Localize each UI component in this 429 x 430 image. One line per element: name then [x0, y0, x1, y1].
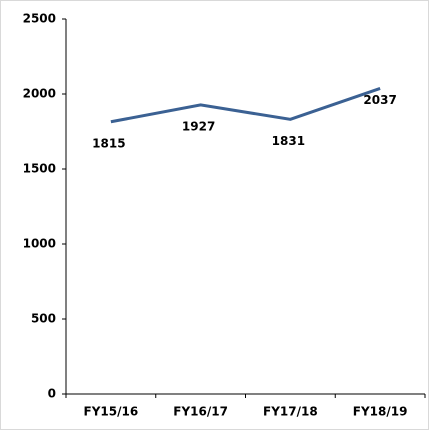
line: [110, 87, 381, 124]
y-tick-label: 500: [31, 312, 56, 326]
x-tick-label: FY15/16: [84, 405, 139, 419]
data-label: 2037: [363, 93, 396, 107]
x-tick-label: FY17/18: [263, 405, 318, 419]
data-label: 1815: [92, 136, 125, 150]
y-tick-label: 2000: [23, 87, 56, 101]
y-tick-label: 1500: [23, 162, 56, 176]
data-label: 1927: [182, 119, 215, 133]
x-tick-label: FY18/19: [353, 405, 408, 419]
y-tick-label: 1000: [23, 237, 56, 251]
y-tick-label: 0: [48, 387, 56, 401]
x-tick-label: FY16/17: [173, 405, 228, 419]
data-label: 1831: [272, 134, 305, 148]
y-tick-label: 2500: [23, 12, 56, 26]
